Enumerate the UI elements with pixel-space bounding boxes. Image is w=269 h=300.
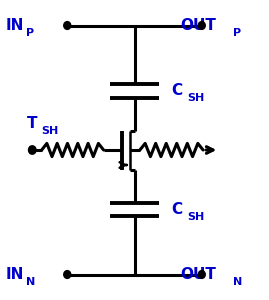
Text: SH: SH bbox=[187, 212, 204, 222]
Text: SH: SH bbox=[42, 125, 59, 136]
Text: OUT: OUT bbox=[180, 18, 216, 33]
Polygon shape bbox=[30, 146, 32, 154]
Text: SH: SH bbox=[187, 93, 204, 103]
Text: OUT: OUT bbox=[180, 267, 216, 282]
Text: C: C bbox=[171, 202, 182, 217]
Text: IN: IN bbox=[5, 267, 24, 282]
Circle shape bbox=[198, 22, 205, 29]
Text: C: C bbox=[171, 83, 182, 98]
Circle shape bbox=[198, 271, 205, 278]
Text: T: T bbox=[27, 116, 37, 130]
Circle shape bbox=[29, 146, 36, 154]
Text: N: N bbox=[26, 277, 35, 287]
Circle shape bbox=[64, 271, 71, 278]
Text: N: N bbox=[233, 277, 242, 287]
Text: IN: IN bbox=[5, 18, 24, 33]
Circle shape bbox=[64, 22, 71, 29]
Text: P: P bbox=[233, 28, 241, 38]
Text: P: P bbox=[26, 28, 34, 38]
